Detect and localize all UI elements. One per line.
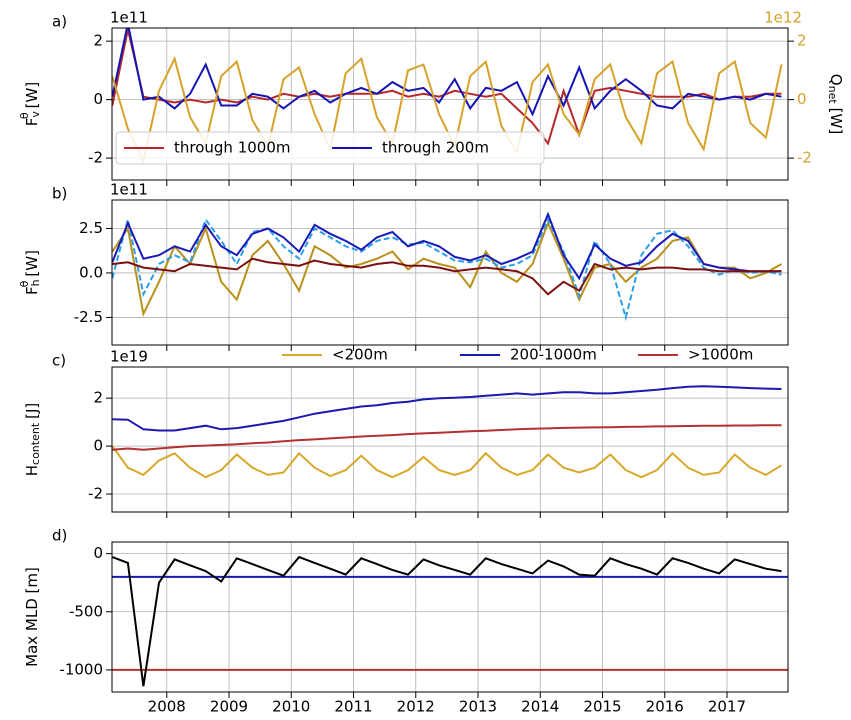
data-line <box>112 385 782 432</box>
label-sub: net <box>826 86 839 105</box>
y-tick-label: -2.5 <box>74 308 103 326</box>
data-line <box>112 28 782 117</box>
label-unit: [J] <box>23 403 41 419</box>
y-tick-label: -2 <box>88 485 103 503</box>
data-line <box>112 217 782 322</box>
label-unit: [W] <box>23 82 41 109</box>
y2-offset: 1e12 <box>764 9 802 27</box>
x-tick-label: 2016 <box>646 698 684 716</box>
axis-label: Max MLD [m] <box>23 567 41 667</box>
panel-label: d) <box>52 527 67 545</box>
x-tick-label: 2009 <box>210 698 248 716</box>
x-tick-label: 2015 <box>583 698 621 716</box>
label-unit: [W] <box>828 108 846 135</box>
panel-label: c) <box>52 352 66 370</box>
y-offset: 1e19 <box>110 348 148 366</box>
plot-frame <box>111 27 789 181</box>
plot-frame <box>111 199 789 346</box>
axis-label: Hcontent [J] <box>23 403 43 477</box>
plot-area <box>112 200 788 345</box>
data-line <box>112 220 782 318</box>
data-line <box>112 445 783 479</box>
y-tick-label: -500 <box>69 602 103 620</box>
legend-box <box>115 131 545 165</box>
y-offset: 1e11 <box>110 181 148 199</box>
label-base: Max MLD [m] <box>23 567 41 667</box>
y-tick-label: 0 <box>93 544 103 562</box>
y-tick-label: 0.0 <box>79 263 103 281</box>
plot-area <box>112 542 788 692</box>
label-base: F <box>23 118 41 127</box>
panel-label: b) <box>52 185 67 203</box>
y-offset: 1e11 <box>110 9 148 27</box>
y-tick-label: 0 <box>93 437 103 455</box>
y-tick-label: 2.5 <box>79 219 103 237</box>
axis-label: Qnet [W] <box>826 74 846 134</box>
y-tick-label: -1000 <box>59 660 103 678</box>
plot-area <box>112 367 788 512</box>
data-line <box>112 257 782 296</box>
label-sup: θ <box>18 112 31 119</box>
label-base: F <box>23 286 41 295</box>
x-tick-label: 2013 <box>459 698 497 716</box>
label-sup: θ <box>18 280 31 287</box>
label-sub: content <box>29 422 42 465</box>
axis-label: Fhθ [W] <box>18 250 42 295</box>
x-tick-label: 2010 <box>272 698 310 716</box>
label-unit: [W] <box>23 250 41 277</box>
y-tick-label: 2 <box>93 389 103 407</box>
legend-label: through 1000m <box>174 139 291 157</box>
legend-label: >1000m <box>688 346 753 364</box>
y-tick-label: -2 <box>88 149 103 167</box>
data-line <box>112 29 782 146</box>
x-tick-label: 2014 <box>521 698 559 716</box>
axis-label: Fvθ [W] <box>18 82 42 126</box>
y-tick-label: 0 <box>93 90 103 108</box>
data-line <box>112 55 783 165</box>
label-base: Q <box>828 74 846 86</box>
label-base: H <box>23 465 41 476</box>
legend-label: 200-1000m <box>510 346 597 364</box>
y2-tick-label: 2 <box>797 32 807 50</box>
y2-tick-label: -2 <box>797 149 812 167</box>
label-sub: v <box>29 111 42 118</box>
x-tick-label: 2012 <box>397 698 435 716</box>
legend-label: through 200m <box>382 139 489 157</box>
data-line <box>112 211 782 281</box>
panel-label: a) <box>52 13 67 31</box>
x-tick-label: 2011 <box>334 698 372 716</box>
y2-tick-label: 0 <box>797 90 807 108</box>
x-tick-label: 2017 <box>708 698 746 716</box>
label-sub: h <box>29 279 42 286</box>
data-line <box>112 424 782 451</box>
data-line <box>112 555 782 687</box>
plot-frame <box>111 366 789 513</box>
plot-frame <box>111 541 789 693</box>
y-tick-label: 2 <box>93 32 103 50</box>
legend-label: <200m <box>332 346 388 364</box>
x-tick-label: 2008 <box>148 698 186 716</box>
